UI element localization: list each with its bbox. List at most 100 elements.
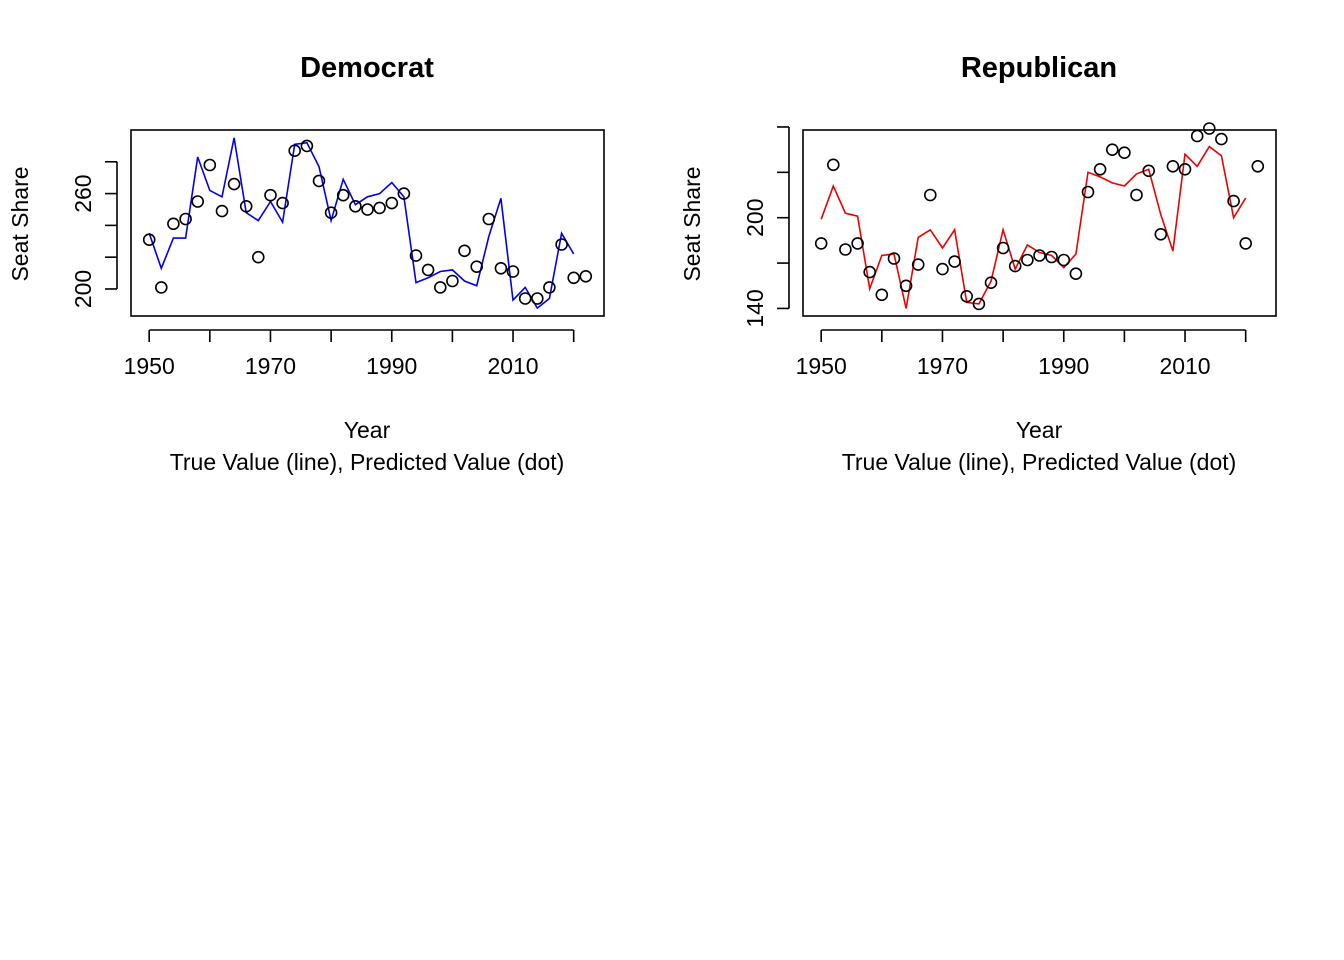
predicted-point xyxy=(336,188,350,202)
predicted-point xyxy=(227,177,241,191)
true-value-line xyxy=(820,145,1247,309)
y-tick-label: 200 xyxy=(742,199,768,237)
predicted-point xyxy=(1118,146,1131,159)
y-tick-label: 200 xyxy=(70,270,96,308)
predicted-point xyxy=(324,206,338,219)
predicted-point xyxy=(948,255,961,268)
x-tick-label: 1990 xyxy=(1038,353,1089,379)
predicted-point xyxy=(1203,122,1216,135)
y-tick-label: 260 xyxy=(70,174,96,212)
predicted-point xyxy=(482,212,496,226)
predicted-point xyxy=(276,196,289,210)
x-axis-label: Year xyxy=(1016,417,1063,443)
predicted-point xyxy=(826,158,840,172)
predicted-point xyxy=(1057,253,1071,267)
plot-frame xyxy=(130,129,605,317)
predicted-point xyxy=(1008,259,1022,273)
predicted-point xyxy=(1021,253,1034,267)
predicted-point xyxy=(155,281,168,294)
predicted-point xyxy=(361,203,374,216)
predicted-point xyxy=(923,188,937,202)
chart-subtitle: True Value (line), Predicted Value (dot) xyxy=(842,449,1237,475)
predicted-point xyxy=(239,200,253,213)
predicted-point xyxy=(543,281,556,294)
predicted-point xyxy=(1190,129,1204,143)
x-tick-label: 1990 xyxy=(366,353,417,379)
predicted-point xyxy=(1178,163,1192,176)
predicted-point xyxy=(555,238,568,251)
predicted-point xyxy=(984,276,998,290)
predicted-point xyxy=(191,195,204,208)
predicted-point xyxy=(1166,160,1180,173)
predicted-point xyxy=(1142,164,1155,178)
predicted-point xyxy=(863,265,877,279)
predicted-point xyxy=(142,233,156,246)
predicted-point xyxy=(494,261,508,275)
x-tick-label: 1970 xyxy=(245,353,296,379)
predicted-point xyxy=(470,260,484,274)
predicted-point xyxy=(530,292,544,305)
chart-title: Democrat xyxy=(300,52,434,84)
predicted-point xyxy=(972,297,986,311)
x-tick-label: 2010 xyxy=(487,353,538,379)
predicted-point xyxy=(421,263,435,277)
y-axis-label: Seat Share xyxy=(679,166,705,281)
predicted-point xyxy=(839,243,852,256)
predicted-point xyxy=(397,187,411,200)
plot-frame xyxy=(802,129,1277,317)
predicted-point xyxy=(851,237,864,250)
predicted-point xyxy=(506,265,520,278)
democrat-panel: Democrat Year True Value (line), Predict… xyxy=(7,52,605,475)
predicted-point xyxy=(1069,267,1083,281)
predicted-point xyxy=(996,241,1010,255)
predicted-point xyxy=(1215,132,1228,146)
true-value-line xyxy=(148,137,575,310)
x-axis-label: Year xyxy=(344,417,391,443)
predicted-point xyxy=(264,188,277,202)
predicted-point xyxy=(167,217,180,231)
predicted-point xyxy=(179,212,192,226)
predicted-point xyxy=(300,139,314,153)
predicted-point xyxy=(1081,185,1095,199)
predicted-point xyxy=(875,288,889,302)
predicted-point xyxy=(349,200,362,213)
predicted-point xyxy=(814,237,828,250)
predicted-point xyxy=(936,262,949,276)
x-tick-label: 1950 xyxy=(796,353,847,379)
predicted-point xyxy=(1251,160,1265,173)
predicted-point xyxy=(1093,163,1107,176)
predicted-point xyxy=(251,250,265,264)
predicted-point xyxy=(1033,249,1046,262)
predicted-point xyxy=(887,252,901,265)
republican-panel: Republican Year True Value (line), Predi… xyxy=(679,52,1277,475)
predicted-point xyxy=(288,144,302,157)
y-axis-label: Seat Share xyxy=(7,166,33,281)
x-tick-label: 2010 xyxy=(1159,353,1210,379)
predicted-point xyxy=(1045,250,1058,264)
y-tick-label: 140 xyxy=(742,289,768,327)
predicted-point xyxy=(960,289,974,303)
predicted-point xyxy=(446,274,459,288)
predicted-point xyxy=(409,249,423,262)
x-tick-label: 1970 xyxy=(917,353,968,379)
predicted-point xyxy=(458,244,471,258)
predicted-point xyxy=(433,281,447,294)
predicted-point xyxy=(911,258,925,271)
chart-subtitle: True Value (line), Predicted Value (dot) xyxy=(170,449,565,475)
predicted-point xyxy=(518,292,532,305)
predicted-point xyxy=(203,158,217,172)
predicted-point xyxy=(899,279,913,293)
predicted-point xyxy=(385,196,399,210)
predicted-point xyxy=(1239,237,1252,250)
predicted-point xyxy=(1154,228,1168,241)
predicted-point xyxy=(1227,194,1240,208)
x-tick-label: 1950 xyxy=(124,353,175,379)
predicted-point xyxy=(215,204,229,218)
predicted-point xyxy=(373,201,386,215)
predicted-point xyxy=(567,271,581,285)
predicted-point xyxy=(579,269,593,283)
chart-title: Republican xyxy=(961,52,1117,84)
predicted-point xyxy=(1106,143,1119,156)
